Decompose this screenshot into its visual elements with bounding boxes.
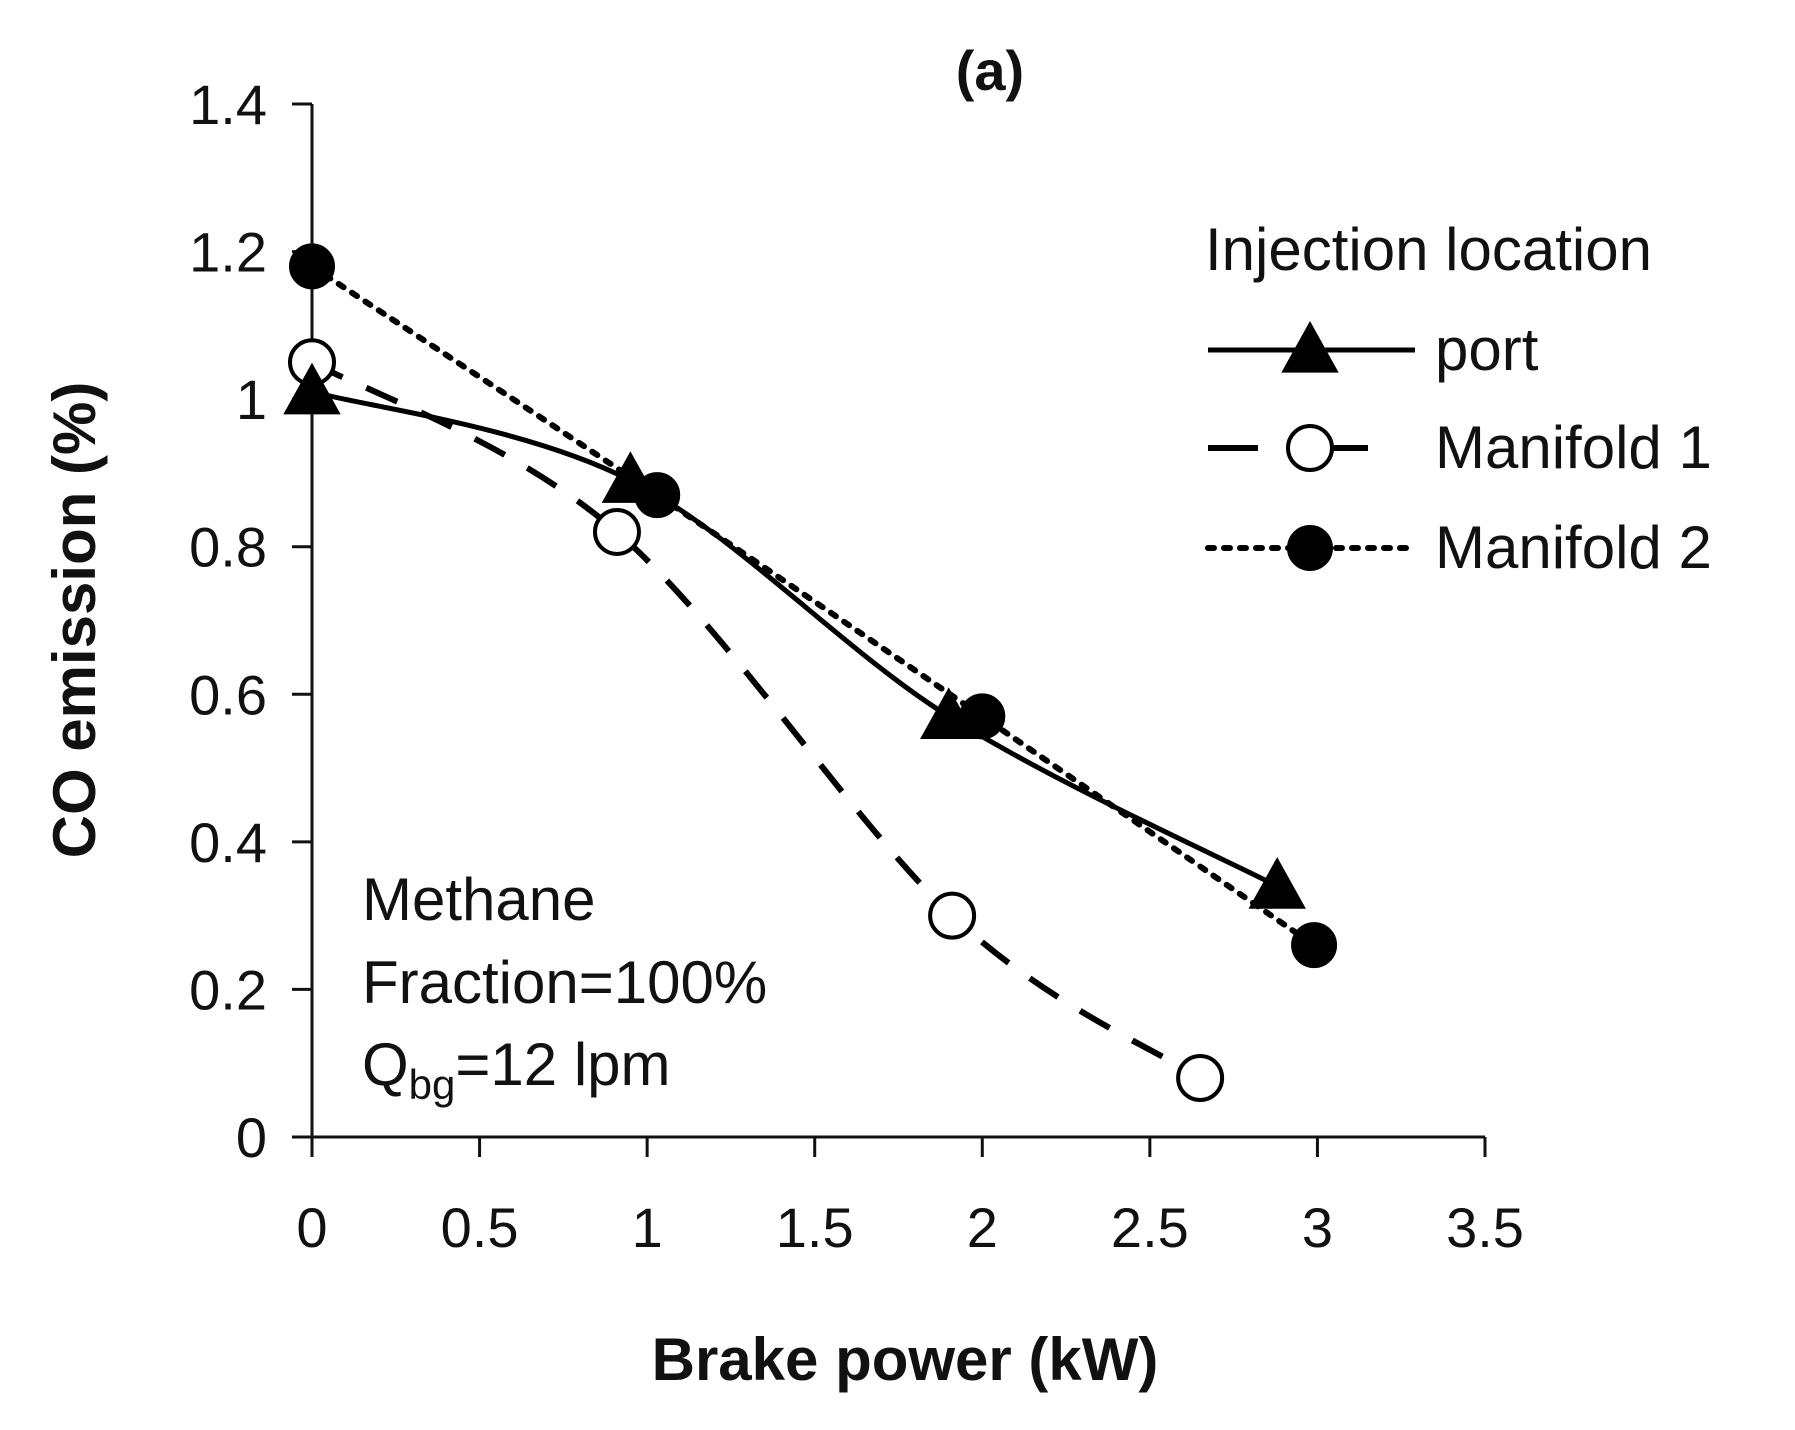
series-line-port: [311, 389, 1279, 889]
data-point-port: [601, 451, 660, 503]
y-tick-label: 1: [236, 368, 267, 431]
annotation-line-2: Fraction=100%: [362, 949, 767, 1016]
x-axis-title: Brake power (kW): [652, 1326, 1159, 1393]
legend-label-port: port: [1435, 316, 1539, 383]
chart-title: (a): [956, 39, 1024, 102]
data-point-manifold-1: [928, 891, 977, 940]
annotation-box: Methane Fraction=100% Qbg=12 lpm: [362, 866, 767, 1108]
x-tick-label: 3.5: [1446, 1196, 1524, 1259]
series-layer: [309, 263, 1318, 1081]
series-line-manifold-2: [309, 263, 1318, 949]
data-point-manifold-1: [592, 507, 641, 556]
annotation-line-1: Methane: [362, 866, 596, 933]
annotation-q-value: =12 lpm: [455, 1031, 670, 1098]
data-point-manifold-2: [289, 243, 335, 290]
x-tick-label: 3: [1302, 1196, 1333, 1259]
y-axis-title: CO emission (%): [41, 382, 108, 859]
data-point-port: [283, 362, 341, 415]
y-tick-label: 0.2: [189, 958, 267, 1021]
annotation-line-3: Qbg=12 lpm: [362, 1031, 671, 1108]
legend: Injection location port Manifold 1 Manifol…: [1205, 216, 1712, 581]
axes: 0 0.5 1 1.5 2 2.5 3 3.5 0 0.2 0.4 0.6 0.8 1 1.2 1.4: [189, 73, 1524, 1259]
data-point-port: [920, 687, 978, 740]
annotation-q: Q: [362, 1031, 409, 1098]
x-tick-label: 0.5: [441, 1196, 519, 1259]
x-tick-label: 1.5: [776, 1196, 854, 1259]
data-point-port: [1248, 857, 1306, 909]
legend-marker-port: [1281, 320, 1339, 373]
legend-marker-manifold-2: [1287, 525, 1333, 571]
x-tick-label: 2.5: [1111, 1196, 1189, 1259]
y-tick-label: 0.4: [189, 811, 267, 874]
y-tick-label: 1.4: [189, 73, 267, 136]
legend-title: Injection location: [1205, 216, 1652, 283]
x-tick-label: 0: [296, 1196, 327, 1259]
y-tick-label: 0.8: [189, 516, 267, 579]
data-point-manifold-1: [1176, 1053, 1225, 1102]
markers-layer: [283, 243, 1338, 1102]
x-tick-label: 2: [967, 1196, 998, 1259]
annotation-q-subscript: bg: [409, 1061, 456, 1108]
data-point-manifold-2: [1291, 922, 1338, 969]
y-tick-label: 0: [236, 1106, 267, 1169]
y-tick-label: 1.2: [189, 221, 267, 284]
legend-label-manifold-1: Manifold 1: [1435, 414, 1712, 481]
legend-label-manifold-2: Manifold 2: [1435, 514, 1712, 581]
legend-marker-manifold-1: [1286, 424, 1334, 472]
x-tick-label: 1: [632, 1196, 663, 1259]
y-tick-label: 0.6: [189, 663, 267, 726]
series-line-manifold-1: [310, 359, 1202, 1081]
